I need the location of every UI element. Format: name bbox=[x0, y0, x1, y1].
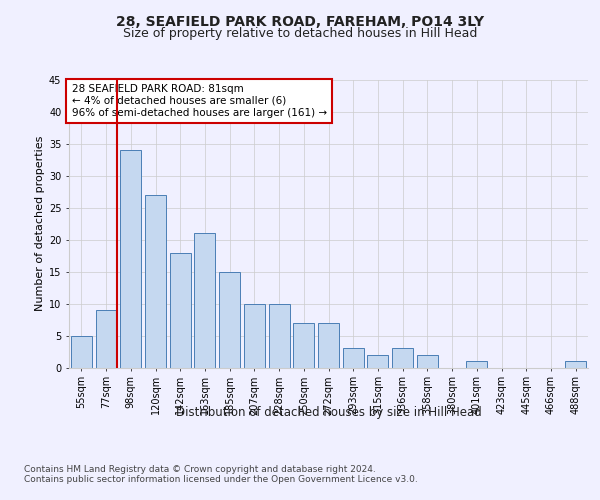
Bar bbox=[194, 234, 215, 368]
Text: Size of property relative to detached houses in Hill Head: Size of property relative to detached ho… bbox=[123, 27, 477, 40]
Bar bbox=[170, 252, 191, 368]
Bar bbox=[145, 195, 166, 368]
Text: 28 SEAFIELD PARK ROAD: 81sqm
← 4% of detached houses are smaller (6)
96% of semi: 28 SEAFIELD PARK ROAD: 81sqm ← 4% of det… bbox=[71, 84, 327, 117]
Bar bbox=[71, 336, 92, 368]
Text: Contains HM Land Registry data © Crown copyright and database right 2024.: Contains HM Land Registry data © Crown c… bbox=[24, 464, 376, 473]
Bar bbox=[417, 354, 438, 368]
Bar bbox=[293, 323, 314, 368]
Y-axis label: Number of detached properties: Number of detached properties bbox=[35, 136, 44, 312]
Text: Distribution of detached houses by size in Hill Head: Distribution of detached houses by size … bbox=[176, 406, 482, 419]
Bar bbox=[244, 304, 265, 368]
Bar bbox=[565, 361, 586, 368]
Bar bbox=[367, 354, 388, 368]
Bar bbox=[343, 348, 364, 368]
Bar bbox=[120, 150, 141, 368]
Text: 28, SEAFIELD PARK ROAD, FAREHAM, PO14 3LY: 28, SEAFIELD PARK ROAD, FAREHAM, PO14 3L… bbox=[116, 14, 484, 28]
Bar bbox=[95, 310, 116, 368]
Bar bbox=[392, 348, 413, 368]
Bar bbox=[219, 272, 240, 368]
Bar bbox=[466, 361, 487, 368]
Bar bbox=[269, 304, 290, 368]
Bar bbox=[318, 323, 339, 368]
Text: Contains public sector information licensed under the Open Government Licence v3: Contains public sector information licen… bbox=[24, 476, 418, 484]
